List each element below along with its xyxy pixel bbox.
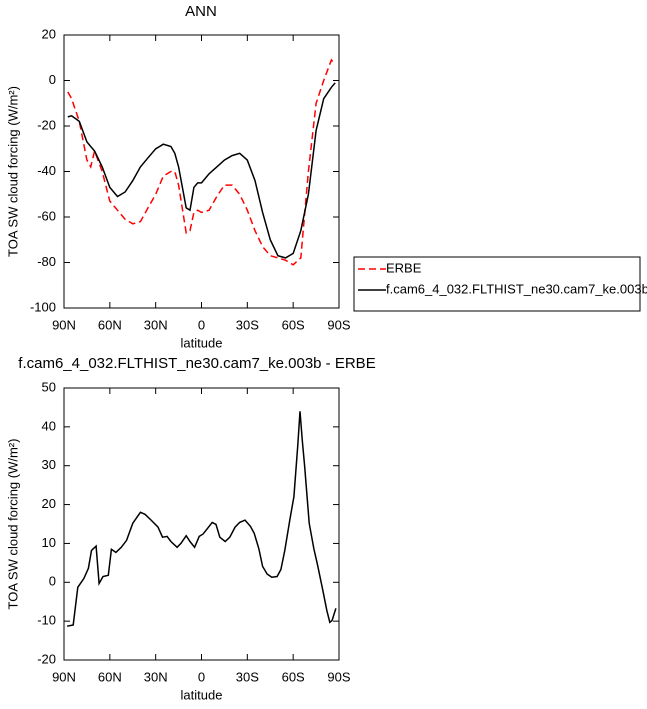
- x-tick-label: 30S: [236, 317, 259, 332]
- x-tick-label: 30S: [236, 669, 259, 684]
- y-tick-label: -20: [37, 651, 56, 666]
- x-tick-label: 90S: [327, 317, 350, 332]
- data-line: [67, 82, 336, 259]
- y-tick-label: -60: [37, 208, 56, 223]
- x-tick-label: 60S: [282, 317, 305, 332]
- y-axis-label: TOA SW cloud forcing (W/m²): [5, 86, 20, 257]
- y-tick-label: 20: [42, 496, 56, 511]
- y-tick-label: -100: [30, 299, 56, 314]
- x-tick-label: 60S: [282, 669, 305, 684]
- data-line: [67, 58, 336, 266]
- y-tick-label: -20: [37, 117, 56, 132]
- chart-title: f.cam6_4_032.FLTHIST_ne30.cam7_ke.003b -…: [18, 355, 375, 372]
- legend-label: ERBE: [386, 260, 422, 275]
- y-tick-label: 30: [42, 457, 56, 472]
- y-tick-label: 50: [42, 379, 56, 394]
- y-tick-label: -40: [37, 163, 56, 178]
- chart-panel: ANN -100 -80 -60 -40 -20 0 20 90N 60N 30N 0 30S 60S 90…: [5, 3, 647, 350]
- legend-label: f.cam6_4_032.FLTHIST_ne30.cam7_ke.003b: [386, 281, 647, 296]
- plot-frame: [63, 34, 340, 309]
- plot-frame: [63, 387, 340, 661]
- x-tick-label: 60N: [98, 669, 122, 684]
- data-line: [66, 411, 337, 627]
- y-tick-label: 20: [42, 26, 56, 41]
- x-axis-label: latitude: [181, 335, 223, 350]
- x-tick-label: 30N: [144, 317, 168, 332]
- chart-panel: f.cam6_4_032.FLTHIST_ne30.cam7_ke.003b -…: [5, 355, 375, 702]
- y-tick-label: 0: [49, 72, 56, 87]
- x-tick-label: 0: [198, 669, 205, 684]
- x-tick-label: 90N: [52, 317, 76, 332]
- x-tick-label: 90S: [327, 669, 350, 684]
- y-tick-label: -10: [37, 613, 56, 628]
- y-tick-label: 10: [42, 535, 56, 550]
- chart-title: ANN: [185, 3, 217, 20]
- x-tick-label: 30N: [144, 669, 168, 684]
- y-tick-label: 0: [49, 574, 56, 589]
- x-tick-label: 0: [198, 317, 205, 332]
- legend-box: [353, 256, 641, 312]
- y-tick-label: 40: [42, 418, 56, 433]
- x-tick-label: 60N: [98, 317, 122, 332]
- x-axis-label: latitude: [181, 687, 223, 702]
- y-axis-label: TOA SW cloud forcing (W/m²): [5, 439, 20, 610]
- y-tick-label: -80: [37, 254, 56, 269]
- x-tick-label: 90N: [52, 669, 76, 684]
